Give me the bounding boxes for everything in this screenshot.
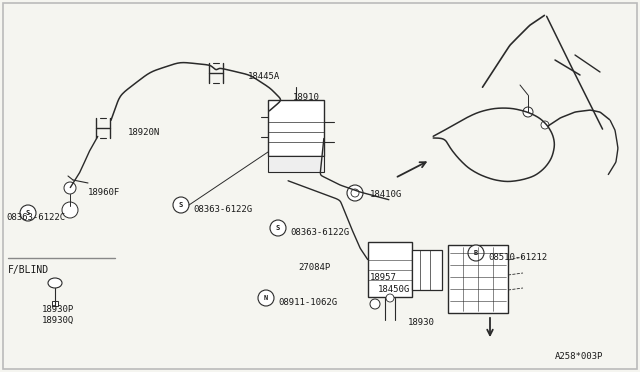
Text: A258*003P: A258*003P <box>555 352 604 361</box>
Text: 18445A: 18445A <box>248 72 280 81</box>
Circle shape <box>347 185 363 201</box>
Text: F/BLIND: F/BLIND <box>8 265 49 275</box>
Circle shape <box>173 197 189 213</box>
Circle shape <box>301 159 311 169</box>
Text: S: S <box>179 202 183 208</box>
Circle shape <box>20 205 36 221</box>
Circle shape <box>370 299 380 309</box>
Text: 18930: 18930 <box>408 318 435 327</box>
Circle shape <box>62 202 78 218</box>
Circle shape <box>270 220 286 236</box>
Text: S: S <box>26 210 30 216</box>
Text: B: B <box>474 250 478 256</box>
Text: 08363-6122G: 08363-6122G <box>290 228 349 237</box>
Circle shape <box>351 189 359 197</box>
Text: 18960F: 18960F <box>88 188 120 197</box>
Text: 18450G: 18450G <box>378 285 410 294</box>
Text: 27084P: 27084P <box>298 263 330 272</box>
Bar <box>448 245 508 313</box>
Bar <box>268 100 324 156</box>
Bar <box>52 301 58 306</box>
Text: N: N <box>264 295 268 301</box>
Circle shape <box>541 121 549 129</box>
Text: 08363-6122G: 08363-6122G <box>193 205 252 214</box>
Text: 18930Q: 18930Q <box>42 316 74 325</box>
Text: 08363-6122C: 08363-6122C <box>6 213 65 222</box>
Ellipse shape <box>48 278 62 288</box>
Bar <box>412 250 442 290</box>
Circle shape <box>281 159 291 169</box>
Circle shape <box>523 107 533 117</box>
Bar <box>268 156 324 172</box>
Text: 18957: 18957 <box>370 273 397 282</box>
Text: 08510-61212: 08510-61212 <box>488 253 547 262</box>
Text: S: S <box>276 225 280 231</box>
Text: 18910: 18910 <box>293 93 320 102</box>
Bar <box>368 242 412 297</box>
Text: 18930P: 18930P <box>42 305 74 314</box>
Text: 08911-1062G: 08911-1062G <box>278 298 337 307</box>
Circle shape <box>64 182 76 194</box>
Text: 18920N: 18920N <box>128 128 160 137</box>
Circle shape <box>258 290 274 306</box>
Circle shape <box>468 245 484 261</box>
Circle shape <box>386 294 394 302</box>
Text: 18410G: 18410G <box>370 190 403 199</box>
